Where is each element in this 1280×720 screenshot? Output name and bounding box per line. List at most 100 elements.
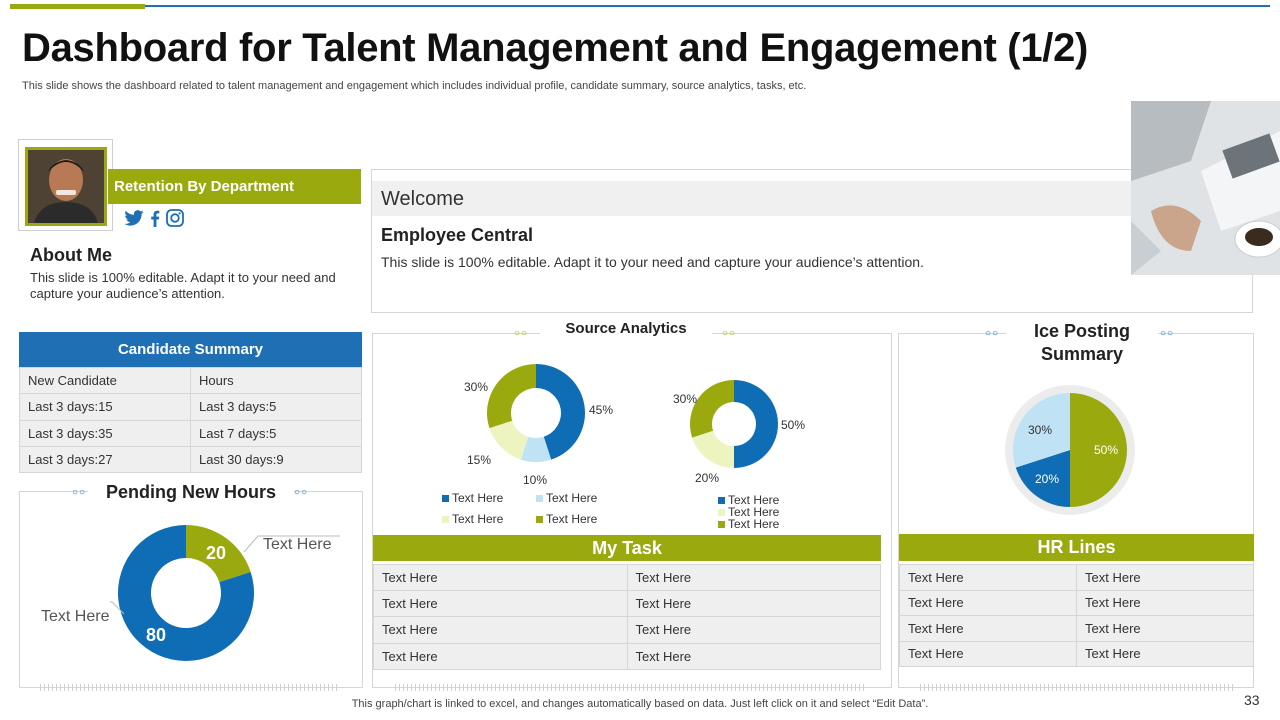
table-cell: Text Here: [626, 590, 881, 618]
table-row: New Candidate Hours: [19, 366, 362, 395]
decorative-dots-icon: ○○: [722, 328, 737, 339]
decorative-dots-icon: ○○: [985, 328, 1000, 339]
table-header-cell: New Candidate: [19, 366, 191, 395]
source2-label-50: 50%: [781, 418, 806, 432]
table-header-cell: Hours: [190, 366, 362, 395]
source2-segment-30[interactable]: [690, 380, 734, 438]
legend-item: Text Here: [536, 512, 597, 526]
legend-item: Text Here: [536, 491, 597, 505]
table-row: Text Here Text Here: [373, 642, 881, 670]
my-task-table: Text Here Text Here Text Here Text Here Te…: [373, 563, 881, 670]
legend-swatch: [442, 515, 449, 523]
hr-lines-table: Text Here Text Here Text Here Text Here Te…: [899, 564, 1254, 667]
ice-posting-chart: 50% 20% 30%: [1005, 385, 1135, 515]
about-me-text: This slide is 100% editable. Adapt it to…: [30, 270, 336, 301]
table-cell: Text Here: [626, 642, 881, 670]
page-number: 33: [1244, 692, 1260, 708]
source-donut-1: [487, 364, 585, 462]
table-cell: Text Here: [899, 640, 1077, 667]
legend-item: Text Here: [442, 491, 503, 505]
table-cell: Text Here: [626, 616, 881, 644]
decorative-dots-icon: ○○: [294, 487, 309, 498]
table-row: Text Here Text Here: [899, 589, 1254, 616]
pending-segment-20[interactable]: [186, 525, 251, 583]
pending-segment-80[interactable]: [118, 525, 254, 661]
facebook-icon[interactable]: [150, 210, 160, 232]
table-cell: Text Here: [899, 564, 1077, 591]
legend-swatch: [718, 508, 725, 516]
decorative-hatch: [395, 684, 865, 691]
source1-segment-10[interactable]: [520, 436, 552, 462]
footer-note: This graph/chart is linked to excel, and…: [351, 698, 929, 710]
table-cell: Text Here: [1076, 564, 1254, 591]
source2-segment-20[interactable]: [692, 430, 734, 468]
ice-posting-title-line2: Summary: [1040, 344, 1124, 364]
welcome-title: Welcome: [372, 181, 1253, 216]
my-task-header: My Task: [373, 535, 881, 561]
instagram-icon[interactable]: [166, 209, 184, 232]
legend-label: Text Here: [546, 491, 598, 505]
table-cell: Text Here: [899, 615, 1077, 642]
ice-label-30: 30%: [1028, 423, 1052, 437]
pending-hours-chart: 20 80: [110, 525, 340, 661]
pending-label-top: Text Here: [263, 536, 332, 553]
legend-item: Text Here: [718, 517, 779, 531]
source1-segment-45[interactable]: [536, 364, 585, 460]
table-cell: Text Here: [373, 563, 628, 592]
table-cell: Last 3 days:27: [19, 445, 191, 474]
hr-lines-header: HR Lines: [899, 534, 1254, 561]
source1-label-15: 15%: [467, 453, 492, 467]
legend-swatch: [442, 494, 449, 502]
ice-posting-title: Ice Posting Summary: [1006, 320, 1158, 366]
office-photo: [1131, 101, 1280, 275]
table-row: Text Here Text Here: [899, 615, 1254, 642]
legend-label: Text Here: [728, 505, 780, 519]
table-cell: Last 3 days:15: [19, 393, 191, 421]
table-row: Text Here Text Here: [373, 563, 881, 592]
table-row: Text Here Text Here: [899, 640, 1254, 667]
table-cell: Last 7 days:5: [190, 419, 362, 447]
profile-photo[interactable]: [25, 147, 107, 226]
source2-label-20: 20%: [695, 471, 720, 485]
table-cell: Text Here: [626, 563, 881, 592]
legend-swatch: [718, 496, 725, 504]
legend-label: Text Here: [728, 517, 780, 531]
source-analytics-title: Source Analytics: [540, 320, 712, 337]
table-row: Last 3 days:27 Last 30 days:9: [19, 445, 362, 474]
ice-segment-50[interactable]: [1070, 393, 1128, 507]
source1-segment-30[interactable]: [487, 364, 536, 429]
ice-segment-30[interactable]: [1013, 393, 1070, 468]
legend-label: Text Here: [728, 493, 780, 507]
table-row: Text Here Text Here: [899, 564, 1254, 591]
table-cell: Text Here: [899, 589, 1077, 616]
retention-by-department-header: Retention By Department: [108, 169, 361, 204]
ice-segment-20[interactable]: [1015, 450, 1070, 507]
source2-label-30: 30%: [673, 392, 698, 406]
table-cell: Text Here: [1076, 589, 1254, 616]
page-title: Dashboard for Talent Management and Enga…: [22, 26, 1089, 70]
twitter-icon[interactable]: [124, 210, 144, 231]
employee-central-title: Employee Central: [381, 225, 534, 245]
candidate-summary-table: New Candidate Hours Last 3 days:15 Last …: [19, 366, 362, 474]
source-donut-2: [690, 380, 779, 468]
about-me-title: About Me: [30, 245, 112, 265]
legend-swatch: [536, 494, 543, 502]
legend-item: Text Here: [718, 493, 779, 507]
source1-segment-15[interactable]: [489, 420, 529, 460]
ice-label-20: 20%: [1035, 472, 1059, 486]
source2-segment-50[interactable]: [734, 380, 779, 468]
legend-swatch: [536, 515, 543, 523]
source1-label-10: 10%: [523, 473, 548, 487]
legend-item: Text Here: [718, 505, 779, 519]
source1-label-30: 30%: [464, 380, 489, 394]
table-cell: Last 3 days:35: [19, 419, 191, 447]
decorative-dots-icon: ○○: [514, 328, 529, 339]
profile-photo-frame: [18, 139, 113, 231]
legend-label: Text Here: [452, 491, 504, 505]
ice-posting-title-line1: Ice Posting: [1033, 321, 1131, 341]
table-cell: Last 30 days:9: [190, 445, 362, 474]
table-cell: Last 3 days:5: [190, 393, 362, 421]
pending-label-bottom: Text Here: [41, 608, 110, 625]
legend-swatch: [718, 520, 725, 528]
table-cell: Text Here: [373, 616, 628, 644]
